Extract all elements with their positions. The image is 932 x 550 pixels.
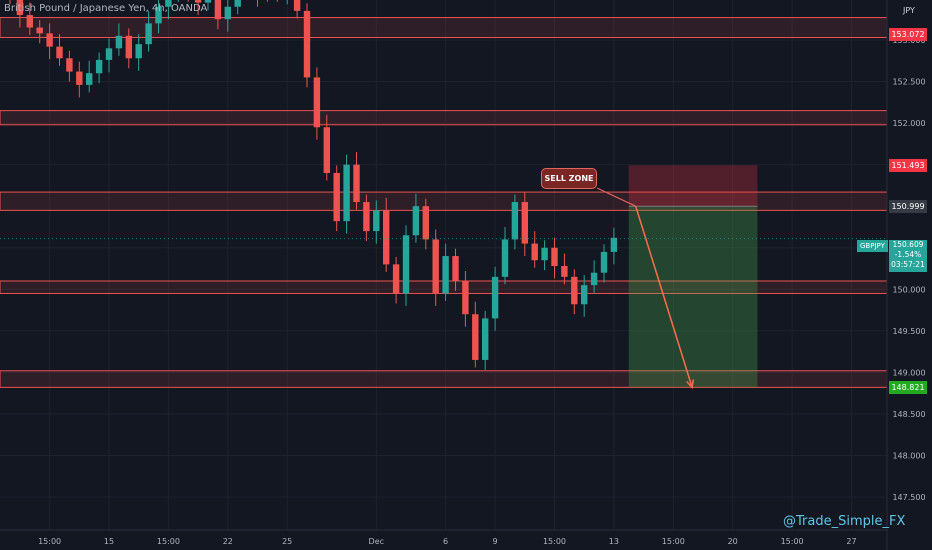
candle bbox=[323, 127, 330, 173]
y-tick-label: 149.000 bbox=[892, 368, 925, 377]
candle bbox=[234, 0, 241, 7]
candle bbox=[66, 58, 73, 72]
x-tick-label: 15:00 bbox=[781, 537, 804, 546]
candle bbox=[383, 210, 390, 265]
x-tick-label: 15:00 bbox=[157, 537, 180, 546]
candle bbox=[56, 46, 63, 59]
x-tick-label: 22 bbox=[223, 537, 233, 546]
author-watermark: @Trade_Simple_FX bbox=[783, 514, 906, 529]
candle bbox=[16, 0, 24, 16]
x-tick-label: 15:00 bbox=[662, 537, 685, 546]
candle bbox=[204, 0, 212, 3]
x-tick-label: 25 bbox=[282, 537, 292, 546]
candle bbox=[472, 314, 479, 360]
candle bbox=[610, 237, 618, 252]
candle bbox=[590, 272, 598, 286]
price-tag-take-profit: 148.821 bbox=[889, 380, 927, 394]
y-tick-label: 150.000 bbox=[892, 285, 925, 294]
projection-arrow-head bbox=[686, 379, 695, 390]
candle bbox=[373, 210, 380, 232]
candle bbox=[541, 247, 548, 261]
x-tick-label: 13 bbox=[609, 537, 619, 546]
candle bbox=[422, 206, 429, 240]
current-price: 150.609 bbox=[892, 240, 924, 249]
candle bbox=[26, 15, 33, 28]
price-tag-resistance: 153.072 bbox=[889, 27, 927, 41]
y-tick-label: 147.500 bbox=[892, 493, 925, 502]
candle bbox=[442, 256, 449, 294]
candle bbox=[511, 202, 519, 240]
x-tick-label: 27 bbox=[846, 537, 856, 546]
candle bbox=[313, 77, 321, 128]
candle bbox=[343, 164, 350, 222]
x-tick-label: 9 bbox=[493, 537, 498, 546]
candle bbox=[224, 6, 231, 20]
take-profit-box bbox=[628, 206, 758, 388]
candle bbox=[412, 206, 420, 236]
candle bbox=[402, 235, 410, 294]
candle bbox=[571, 276, 578, 305]
candle bbox=[165, 0, 172, 7]
candle bbox=[86, 73, 93, 85]
price-tag-stop-loss: 151.493 bbox=[889, 158, 927, 172]
symbol-tag: GBPJPY bbox=[857, 240, 888, 252]
stop-loss-box bbox=[628, 165, 758, 207]
candle bbox=[125, 35, 132, 59]
current-price-tag: 150.609 -1.54% 03:57:21 bbox=[889, 240, 927, 272]
price-tag-entry: 150.999 bbox=[889, 199, 927, 213]
candle bbox=[214, 0, 222, 20]
candle bbox=[521, 202, 528, 244]
candle bbox=[452, 256, 459, 281]
y-tick-label: 149.500 bbox=[892, 327, 925, 336]
candle bbox=[363, 202, 370, 232]
x-tick-label: Dec bbox=[369, 537, 384, 546]
candle bbox=[561, 266, 568, 277]
candle bbox=[115, 35, 123, 49]
callout-connector bbox=[596, 187, 636, 207]
candle bbox=[432, 239, 439, 294]
candle bbox=[600, 251, 608, 273]
candle bbox=[303, 10, 311, 78]
candle bbox=[194, 0, 202, 3]
x-tick-label: 6 bbox=[443, 537, 448, 546]
candle bbox=[95, 59, 103, 74]
y-tick-label: 152.000 bbox=[892, 119, 925, 128]
y-tick-label: 148.500 bbox=[892, 410, 925, 419]
price-zone bbox=[0, 110, 888, 126]
candle bbox=[491, 276, 499, 319]
candle bbox=[392, 264, 400, 294]
x-tick-label: 20 bbox=[728, 537, 738, 546]
sell-zone-callout[interactable]: SELL ZONE bbox=[541, 168, 597, 189]
candle bbox=[501, 239, 509, 277]
chart-title: British Pound / Japanese Yen, 4h, OANDA bbox=[4, 3, 208, 14]
candle bbox=[353, 164, 360, 203]
projection-arrow bbox=[634, 205, 693, 388]
currency-label[interactable]: JPY bbox=[903, 6, 915, 15]
candle bbox=[76, 71, 83, 85]
x-tick-label: 15:00 bbox=[543, 537, 566, 546]
x-tick-label: 15:00 bbox=[38, 537, 61, 546]
candle bbox=[145, 23, 152, 45]
candle bbox=[105, 48, 113, 60]
price-change: -1.54% bbox=[894, 250, 922, 259]
candle bbox=[155, 6, 162, 24]
candle bbox=[531, 243, 538, 261]
candle bbox=[581, 285, 588, 305]
candle bbox=[462, 280, 469, 315]
x-tick-label: 15 bbox=[104, 537, 114, 546]
bar-countdown: 03:57:21 bbox=[891, 260, 925, 269]
candle bbox=[482, 318, 489, 360]
price-zone bbox=[0, 17, 888, 39]
candle bbox=[551, 247, 558, 267]
candle bbox=[293, 0, 301, 11]
candle bbox=[135, 44, 142, 59]
candle bbox=[46, 33, 53, 47]
y-tick-label: 152.500 bbox=[892, 78, 925, 87]
candle bbox=[333, 172, 340, 222]
candle bbox=[36, 27, 43, 34]
y-tick-label: 148.000 bbox=[892, 452, 925, 461]
